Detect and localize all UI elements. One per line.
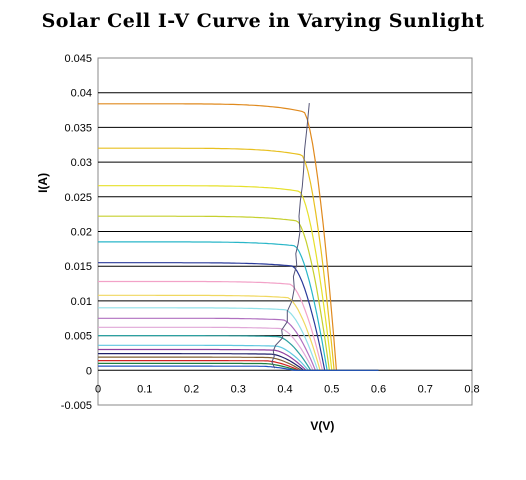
- iv-series-line: [98, 294, 379, 371]
- max-power-point-line: [271, 103, 310, 369]
- iv-series-line: [98, 362, 379, 371]
- iv-series-line: [98, 185, 379, 371]
- y-tick-label: 0.01: [71, 296, 92, 308]
- y-tick-label: 0.025: [64, 192, 92, 204]
- chart-title: Solar Cell I-V Curve in Varying Sunlight: [41, 10, 485, 32]
- x-tick-label: 0.4: [277, 383, 292, 395]
- iv-series-line: [98, 103, 379, 371]
- iv-series-line: [98, 307, 379, 371]
- iv-series-line: [98, 280, 379, 371]
- iv-series-line: [98, 241, 379, 371]
- y-tick-label: 0.005: [64, 331, 92, 343]
- x-tick-label: 0.8: [464, 383, 479, 395]
- iv-series-line: [98, 365, 379, 371]
- iv-series-line: [98, 262, 379, 371]
- y-tick-label: -0.005: [61, 400, 92, 412]
- y-axis-title: I(A): [36, 173, 50, 193]
- x-tick-label: 0.2: [184, 383, 199, 395]
- iv-series-line: [98, 317, 379, 371]
- y-tick-label: 0.03: [71, 157, 92, 169]
- y-tick-label: 0: [86, 365, 92, 377]
- x-tick-label: 0.3: [231, 383, 246, 395]
- y-tick-label: 0.045: [64, 53, 92, 65]
- iv-series-line: [98, 326, 379, 371]
- x-tick-label: 0: [95, 383, 101, 395]
- x-tick-label: 0.5: [324, 383, 339, 395]
- x-axis-title: V(V): [310, 419, 334, 433]
- y-tick-label: 0.035: [64, 122, 92, 134]
- series-layer: [98, 103, 379, 371]
- y-tick-label: 0.015: [64, 261, 92, 273]
- y-tick-label: 0.04: [71, 88, 92, 100]
- iv-series-line: [98, 360, 379, 371]
- tick-labels: -0.00500.0050.010.0150.020.0250.030.0350…: [61, 53, 480, 412]
- iv-series-line: [98, 215, 379, 371]
- iv-series-line: [98, 356, 379, 371]
- iv-series-line: [98, 335, 379, 371]
- x-tick-label: 0.6: [371, 383, 386, 395]
- iv-series-line: [98, 353, 379, 371]
- iv-series-line: [98, 147, 379, 371]
- gridlines: [98, 92, 472, 371]
- x-tick-label: 0.1: [137, 383, 152, 395]
- y-tick-label: 0.02: [71, 227, 92, 239]
- x-tick-label: 0.7: [418, 383, 433, 395]
